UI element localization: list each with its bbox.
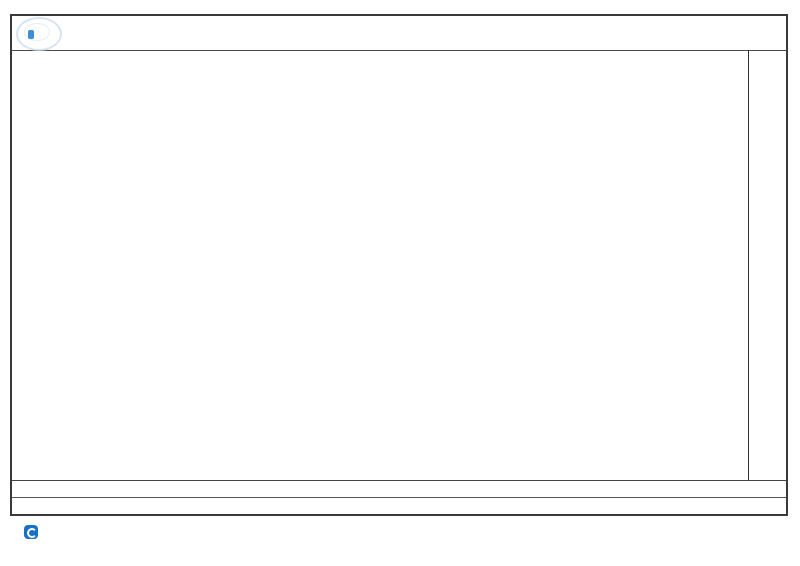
price-axis bbox=[749, 50, 786, 480]
chart-panels bbox=[12, 50, 748, 480]
title-block bbox=[212, 19, 586, 20]
chart-window bbox=[10, 14, 788, 516]
logo-globe-icon bbox=[16, 17, 62, 51]
page-footer bbox=[0, 524, 800, 548]
chart-header bbox=[12, 16, 786, 51]
price-axis-line bbox=[748, 50, 749, 480]
optuma-logo bbox=[24, 525, 42, 539]
month-axis bbox=[12, 480, 786, 498]
year-axis bbox=[12, 498, 786, 514]
optuma-icon bbox=[24, 525, 38, 539]
marketgauge-logo bbox=[16, 17, 62, 51]
logo-pro-badge bbox=[28, 30, 34, 39]
